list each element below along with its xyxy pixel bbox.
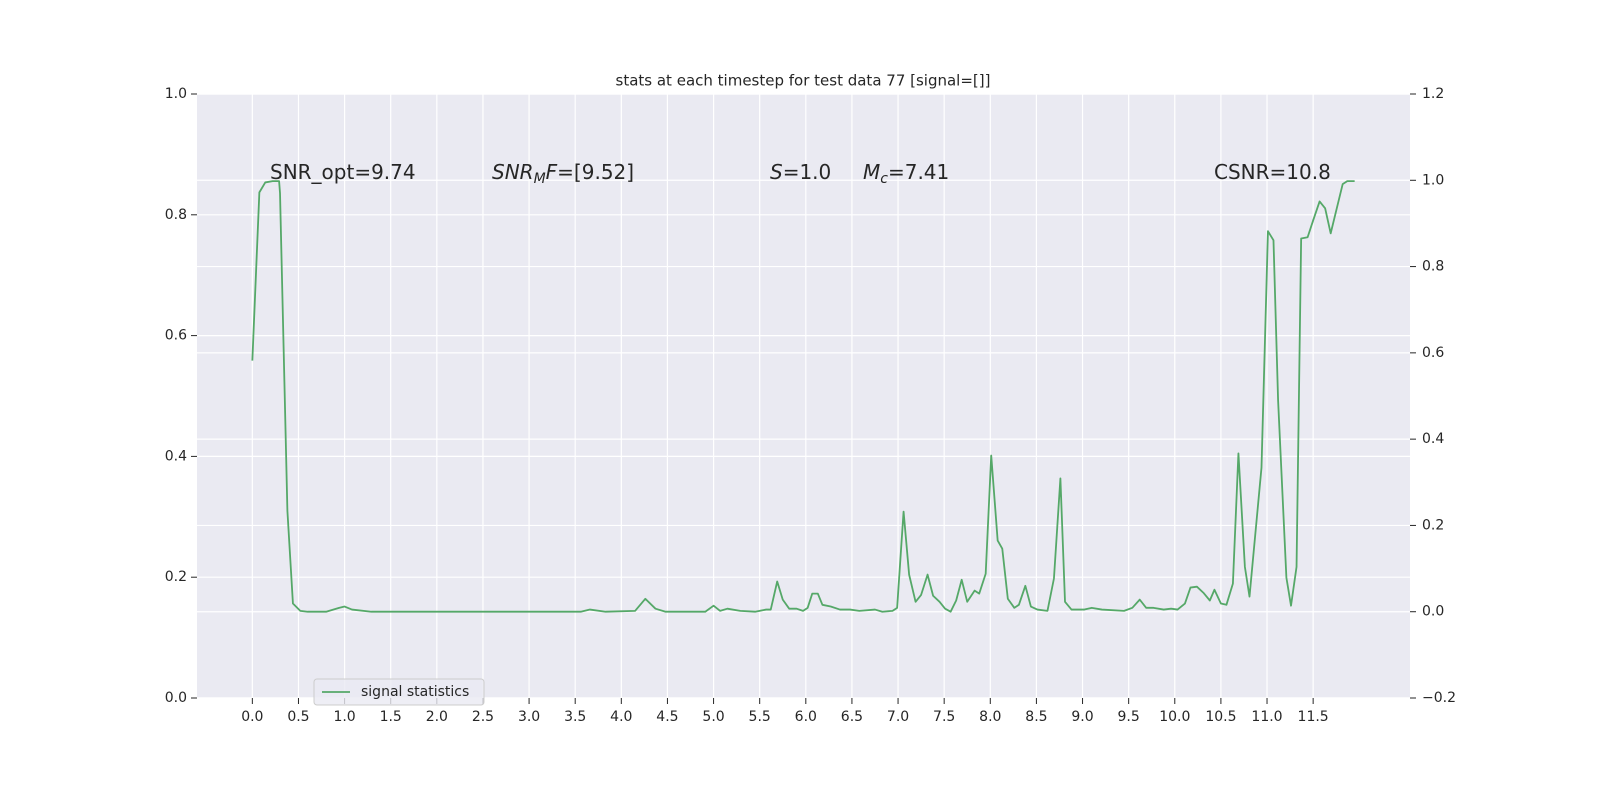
annotation-part: M — [863, 160, 880, 184]
annotation: Mc=7.41 — [863, 160, 949, 188]
x-tick-label: 1.0 — [333, 709, 355, 725]
annotation: CSNR=10.8 — [1214, 160, 1331, 184]
legend-frame — [313, 678, 485, 706]
plot-area — [197, 94, 1410, 698]
y-tick-label: 0.8 — [165, 207, 187, 223]
annotation: SNRMF=[9.52] — [492, 160, 634, 188]
x-tick-label: 3.0 — [518, 709, 540, 725]
x-tick-label: 10.0 — [1159, 709, 1190, 725]
annotation-part: =[9.52] — [557, 160, 634, 184]
legend-label: signal statistics — [361, 684, 469, 700]
x-tick-label: 2.5 — [472, 709, 494, 725]
annotation-part: SNR_opt=9.74 — [270, 160, 416, 184]
x-tick-label: 4.5 — [656, 709, 678, 725]
x-tick-label: 7.5 — [933, 709, 955, 725]
y2-tick-label: 0.2 — [1422, 517, 1444, 533]
x-tick-label: 6.0 — [795, 709, 817, 725]
y2-tick-label: 0.8 — [1422, 259, 1444, 275]
x-tick-label: 3.5 — [564, 709, 586, 725]
x-tick-label: 9.5 — [1118, 709, 1140, 725]
y-tick-label: 0.4 — [165, 448, 187, 464]
annotation-part: F — [546, 160, 558, 184]
legend: signal statistics — [313, 678, 485, 706]
y2-tick-label: 0.0 — [1422, 604, 1444, 620]
x-tick-label: 4.0 — [610, 709, 632, 725]
y2-tick-label: 1.0 — [1422, 172, 1444, 188]
x-tick-label: 11.0 — [1251, 709, 1282, 725]
x-tick-label: 9.0 — [1071, 709, 1093, 725]
y2-tick-label: −0.2 — [1422, 690, 1456, 706]
annotation-part: SNR — [492, 160, 534, 184]
chart-title: stats at each timestep for test data 77 … — [616, 72, 991, 90]
x-tick-label: 8.0 — [979, 709, 1001, 725]
annotation: S=1.0 — [770, 160, 831, 184]
annotation-part: =7.41 — [888, 160, 949, 184]
x-tick-label: 2.0 — [426, 709, 448, 725]
annotation-part: c — [880, 171, 888, 187]
x-tick-label: 0.5 — [287, 709, 309, 725]
y-tick-label: 1.0 — [165, 86, 187, 102]
y-tick-label: 0.2 — [165, 569, 187, 585]
x-tick-label: 7.0 — [887, 709, 909, 725]
x-tick-label: 11.5 — [1298, 709, 1329, 725]
y-tick-label: 0.6 — [165, 328, 187, 344]
x-tick-label: 6.5 — [841, 709, 863, 725]
annotation-part: S — [770, 160, 783, 184]
y2-tick-label: 0.4 — [1422, 431, 1444, 447]
x-tick-label: 10.5 — [1205, 709, 1236, 725]
y-tick-label: 0.0 — [165, 690, 187, 706]
x-tick-label: 0.0 — [241, 709, 263, 725]
data-line — [251, 180, 1355, 613]
x-tick-label: 8.5 — [1025, 709, 1047, 725]
annotation: SNR_opt=9.74 — [270, 160, 416, 184]
x-tick-label: 5.5 — [749, 709, 771, 725]
x-tick-label: 5.0 — [702, 709, 724, 725]
annotation-part: CSNR=10.8 — [1214, 160, 1331, 184]
annotation-part: M — [534, 171, 546, 187]
y2-tick-label: 1.2 — [1422, 86, 1444, 102]
y2-tick-label: 0.6 — [1422, 345, 1444, 361]
x-tick-label: 1.5 — [380, 709, 402, 725]
grid — [197, 93, 1410, 699]
annotation-part: =1.0 — [783, 160, 832, 184]
